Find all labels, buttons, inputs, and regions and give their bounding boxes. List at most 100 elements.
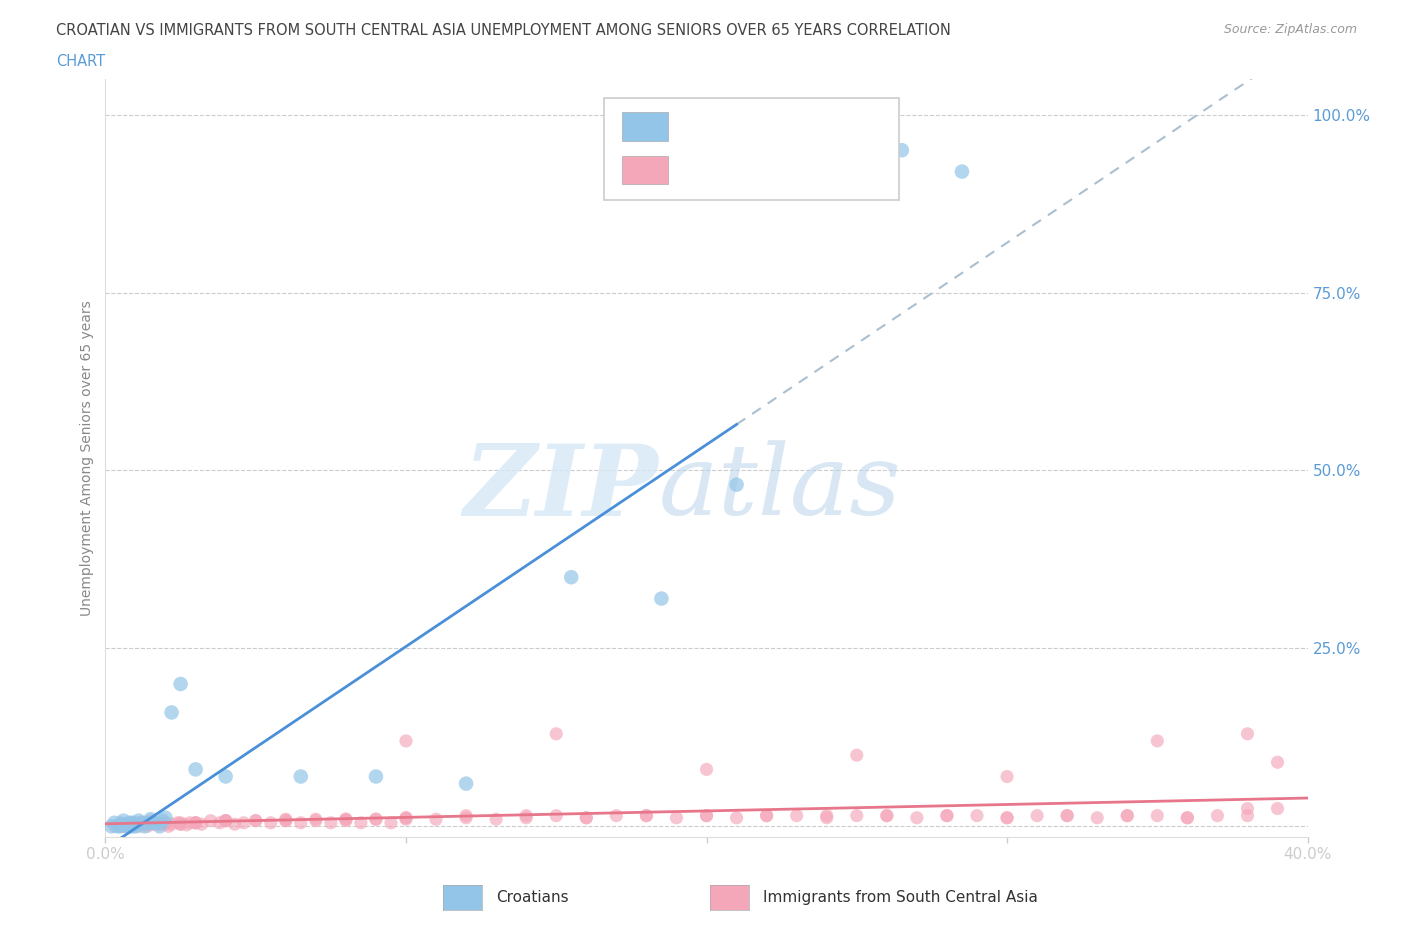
Point bbox=[142, 817, 165, 831]
Point bbox=[1267, 801, 1289, 816]
Point bbox=[139, 817, 162, 831]
Point bbox=[305, 812, 328, 827]
Text: ZIP: ZIP bbox=[464, 440, 658, 537]
Point bbox=[364, 769, 387, 784]
Point bbox=[128, 813, 150, 828]
Point bbox=[115, 817, 138, 831]
Point bbox=[995, 810, 1018, 825]
Point bbox=[1085, 810, 1108, 825]
Point bbox=[118, 817, 141, 831]
Point bbox=[696, 762, 718, 777]
Text: atlas: atlas bbox=[658, 441, 901, 536]
Point bbox=[725, 477, 748, 492]
Point bbox=[274, 813, 297, 828]
Text: R =: R = bbox=[686, 161, 723, 179]
Point bbox=[200, 813, 222, 828]
Point bbox=[245, 813, 267, 828]
Point bbox=[110, 819, 132, 834]
Point bbox=[131, 816, 153, 830]
Point bbox=[395, 810, 418, 825]
Point bbox=[515, 810, 537, 825]
Point bbox=[169, 676, 191, 691]
Point bbox=[179, 816, 201, 830]
Point bbox=[395, 734, 418, 749]
Point bbox=[214, 813, 236, 828]
Point bbox=[128, 819, 150, 834]
Point bbox=[176, 817, 198, 832]
Point bbox=[515, 808, 537, 823]
Point bbox=[1116, 808, 1139, 823]
Point bbox=[395, 812, 418, 827]
Text: R =: R = bbox=[686, 118, 723, 136]
Point bbox=[103, 816, 125, 830]
Text: 116: 116 bbox=[855, 161, 886, 179]
Point bbox=[184, 816, 207, 830]
Point bbox=[575, 810, 598, 825]
Point bbox=[1236, 801, 1258, 816]
Point bbox=[605, 808, 627, 823]
Point bbox=[1267, 755, 1289, 770]
Point bbox=[110, 819, 132, 834]
Point bbox=[815, 808, 838, 823]
Point bbox=[208, 816, 231, 830]
Point bbox=[148, 819, 170, 834]
Point bbox=[425, 812, 447, 827]
Point bbox=[950, 164, 973, 179]
Point bbox=[995, 769, 1018, 784]
Text: N =: N = bbox=[804, 161, 841, 179]
Point bbox=[454, 808, 477, 823]
Point bbox=[115, 817, 138, 831]
Text: 36: 36 bbox=[855, 118, 876, 136]
Point bbox=[560, 570, 582, 585]
Point bbox=[1146, 808, 1168, 823]
Point bbox=[139, 813, 162, 828]
Point bbox=[1175, 810, 1198, 825]
Point bbox=[124, 816, 146, 830]
Point bbox=[152, 813, 174, 828]
Point bbox=[274, 813, 297, 828]
Point bbox=[100, 819, 122, 834]
Point bbox=[184, 816, 207, 830]
Point bbox=[110, 817, 132, 832]
Point bbox=[142, 816, 165, 830]
Point bbox=[118, 817, 141, 832]
Point bbox=[184, 816, 207, 830]
Point bbox=[755, 808, 778, 823]
FancyBboxPatch shape bbox=[605, 98, 898, 200]
Point bbox=[1056, 808, 1078, 823]
Point bbox=[145, 816, 167, 830]
Point bbox=[274, 812, 297, 827]
Point bbox=[876, 808, 898, 823]
Point bbox=[157, 819, 180, 834]
Point bbox=[134, 819, 156, 834]
Point bbox=[214, 813, 236, 828]
Point bbox=[966, 808, 988, 823]
Point bbox=[815, 810, 838, 825]
Point bbox=[636, 808, 658, 823]
Point bbox=[905, 810, 928, 825]
Y-axis label: Unemployment Among Seniors over 65 years: Unemployment Among Seniors over 65 years bbox=[80, 300, 94, 616]
Point bbox=[876, 808, 898, 823]
Point bbox=[845, 808, 868, 823]
Point bbox=[1116, 808, 1139, 823]
Point bbox=[155, 816, 177, 830]
Point bbox=[1206, 808, 1229, 823]
Point bbox=[148, 817, 170, 832]
Point bbox=[155, 816, 177, 830]
Point bbox=[131, 816, 153, 830]
Text: CHART: CHART bbox=[56, 54, 105, 69]
Point bbox=[110, 817, 132, 831]
Point bbox=[1236, 808, 1258, 823]
Point bbox=[696, 808, 718, 823]
Point bbox=[1026, 808, 1049, 823]
Text: Source: ZipAtlas.com: Source: ZipAtlas.com bbox=[1223, 23, 1357, 36]
Point bbox=[364, 812, 387, 827]
Point bbox=[155, 817, 177, 831]
Bar bbox=[623, 113, 668, 141]
Point bbox=[232, 816, 254, 830]
Point bbox=[136, 816, 159, 830]
Point bbox=[454, 777, 477, 791]
Point bbox=[118, 819, 141, 834]
Point bbox=[112, 819, 135, 834]
Point bbox=[1146, 734, 1168, 749]
